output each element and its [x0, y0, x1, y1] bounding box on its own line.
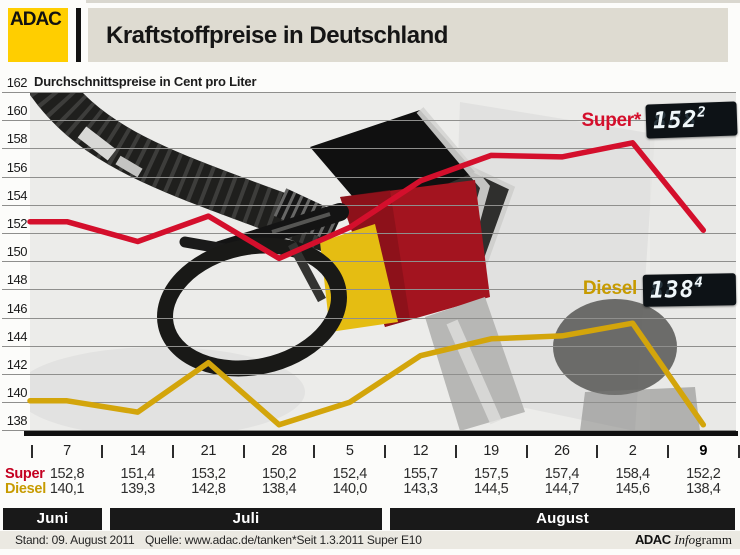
table-cell: 153,2	[191, 466, 226, 482]
table-cell: 157,4	[544, 466, 580, 482]
table-cell: 144,5	[474, 481, 509, 497]
y-axis-label: 162	[6, 75, 28, 90]
super-lcd-display: 888 152 8 2	[645, 101, 738, 139]
diesel-series-label: Diesel	[582, 278, 637, 299]
footer-note: *Seit 1.3.2011 Super E10	[292, 533, 422, 547]
date-label: 2	[628, 443, 637, 459]
x-tick-mark	[242, 445, 245, 458]
x-tick-mark	[525, 445, 528, 458]
date-label: 21	[200, 443, 217, 459]
y-axis-label: 154	[6, 187, 28, 203]
table-cell: 138,4	[261, 481, 297, 497]
y-axis-label: 160	[6, 103, 28, 119]
month-band-juni: Juni	[3, 508, 102, 530]
month-band-august: August	[390, 508, 735, 530]
page-title: Kraftstoffpreise in Deutschland	[106, 22, 448, 49]
table-cell: 142,8	[191, 481, 226, 497]
chart-subtitle: Durchschnittspreise in Cent pro Liter	[34, 74, 257, 89]
diesel-lcd-value: 138	[649, 276, 695, 304]
date-label: 5	[345, 443, 354, 459]
x-axis-line	[24, 431, 738, 436]
table-row-label-super: Super	[5, 466, 45, 482]
y-axis-label: 146	[6, 300, 28, 316]
table-cell: 140,0	[332, 481, 368, 497]
x-tick-mark	[454, 445, 457, 458]
table-row-label-diesel: Diesel	[5, 481, 46, 497]
y-axis-label: 152	[6, 216, 28, 231]
x-tick-mark	[737, 445, 740, 458]
table-cell: 144,7	[544, 481, 580, 497]
y-axis-label: 140	[6, 385, 28, 401]
pump-nozzle-photo	[30, 92, 736, 431]
footer-stand: Stand: 09. August 2011	[15, 533, 135, 547]
x-tick-mark	[313, 445, 316, 458]
table-cell: 150,2	[261, 466, 297, 482]
diesel-lcd-display: 888 138 8 4	[642, 273, 737, 307]
super-lcd-decimal: 2	[697, 104, 707, 121]
super-series-label: Super*	[581, 110, 642, 131]
title-band	[88, 8, 728, 62]
y-axis-label: 158	[6, 131, 28, 147]
y-axis-label: 148	[6, 272, 28, 288]
table-cell: 152,8	[49, 466, 85, 482]
date-label: 26	[554, 443, 570, 459]
table-cell: 157,5	[474, 466, 509, 482]
table-cell: 140,1	[49, 481, 85, 497]
date-label: 14	[129, 443, 146, 459]
x-tick-mark	[596, 445, 599, 458]
y-axis-label: 142	[6, 357, 28, 372]
date-label: 12	[412, 443, 429, 459]
table-cell: 158,4	[615, 466, 650, 482]
date-label: 28	[271, 443, 287, 459]
y-axis-label: 138	[6, 413, 28, 429]
logo-divider-bar	[76, 8, 81, 62]
adac-infogramm-credit: ADAC Infogramm	[635, 532, 732, 547]
table-cell: 155,7	[403, 466, 438, 482]
y-axis-label: 156	[6, 159, 28, 175]
x-tick-mark	[384, 445, 387, 458]
table-cell: 152,2	[686, 466, 721, 482]
month-band-juli: Juli	[110, 508, 382, 530]
table-cell: 143,3	[403, 481, 438, 497]
date-label: 9	[699, 443, 708, 459]
y-axis-label: 144	[6, 328, 28, 344]
adac-logo-text: ADAC	[10, 9, 62, 30]
x-tick-mark	[667, 445, 669, 458]
footer-strip: Stand: 09. August 2011 Quelle: www.adac.…	[0, 531, 740, 549]
adac-logo: ADAC	[8, 8, 68, 62]
table-cell: 138,4	[686, 481, 721, 497]
footer-source: Quelle: www.adac.de/tanken	[145, 533, 292, 547]
table-cell: 152,4	[332, 466, 368, 482]
top-divider	[86, 0, 740, 3]
table-cell: 151,4	[120, 466, 156, 482]
table-cell: 145,6	[615, 481, 650, 497]
date-label: 7	[63, 443, 71, 459]
y-axis-label: 150	[6, 244, 28, 260]
x-tick-mark	[30, 445, 33, 458]
x-tick-mark	[101, 445, 104, 458]
table-cell: 139,3	[120, 481, 156, 497]
date-label: 19	[483, 443, 499, 459]
super-lcd-value: 152	[652, 106, 698, 134]
diesel-lcd-decimal: 4	[694, 274, 703, 291]
x-tick-mark	[172, 445, 175, 458]
